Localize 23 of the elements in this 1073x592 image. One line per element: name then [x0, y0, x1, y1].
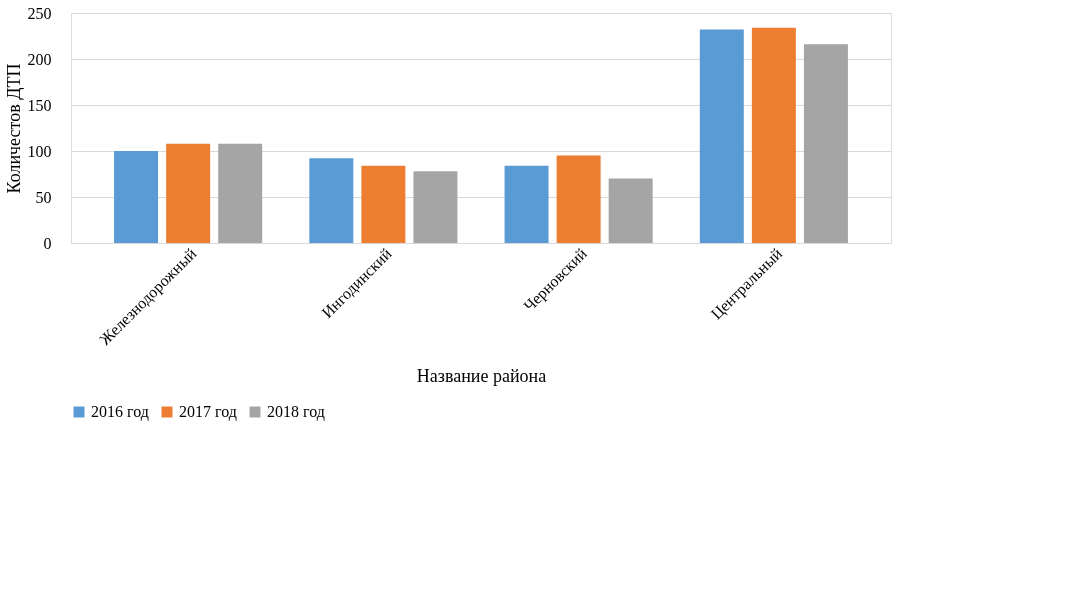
legend-label: 2016 год	[91, 403, 149, 421]
y-tick-label: 100	[27, 142, 52, 160]
bar	[309, 158, 354, 243]
bar	[114, 151, 159, 243]
legend-label: 2017 год	[179, 403, 237, 421]
y-tick-label: 250	[27, 4, 52, 22]
bar	[803, 44, 848, 243]
y-tick-label: 150	[27, 96, 52, 114]
bar	[608, 178, 653, 243]
bar	[361, 165, 406, 243]
y-tick-label: 0	[43, 234, 52, 252]
bar	[751, 27, 796, 243]
y-tick-label: 200	[27, 50, 52, 68]
bar	[699, 29, 744, 243]
bar	[556, 155, 601, 243]
bar	[166, 143, 211, 243]
y-tick-label: 50	[35, 188, 52, 206]
legend-label: 2018 год	[267, 403, 325, 421]
x-axis-title: Название района	[416, 366, 547, 387]
bar	[504, 165, 549, 243]
y-axis-title: Количестов ДТП	[3, 63, 24, 194]
bar	[413, 171, 458, 243]
bar	[218, 143, 263, 243]
